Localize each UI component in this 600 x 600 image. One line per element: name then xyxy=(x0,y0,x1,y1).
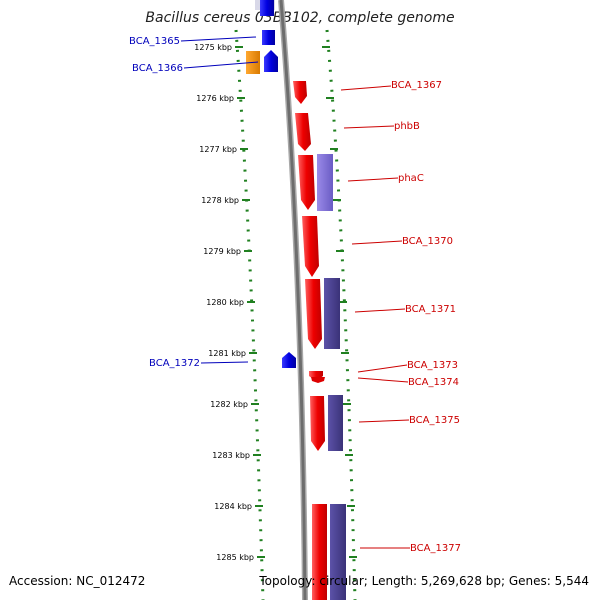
gene-purple-bca1377[interactable] xyxy=(330,504,346,600)
gene-label-phbb[interactable]: phbB xyxy=(394,121,420,132)
gene-bca1371[interactable] xyxy=(305,279,322,349)
gene-label-bca1375[interactable]: BCA_1375 xyxy=(409,415,460,426)
ruler-tick-label: 1285 kbp xyxy=(216,553,254,562)
ruler-left-dots xyxy=(234,29,265,600)
ruler-tick-label: 1283 kbp xyxy=(212,451,250,460)
gene-blue-top-2[interactable] xyxy=(262,30,275,45)
gene-label-bca1377[interactable]: BCA_1377 xyxy=(410,543,461,554)
ruler-tick-label: 1284 kbp xyxy=(214,502,252,511)
gene-phac[interactable] xyxy=(298,155,315,210)
right-label-lines xyxy=(340,85,410,549)
gene-label-bca1370[interactable]: BCA_1370 xyxy=(402,236,453,247)
genome-backbone-inner xyxy=(279,0,307,600)
gene-label-bca1367[interactable]: BCA_1367 xyxy=(391,80,442,91)
gene-bca1377[interactable] xyxy=(312,504,327,600)
gene-bca1374[interactable] xyxy=(311,377,325,383)
gene-label-bca1365[interactable]: BCA_1365 xyxy=(129,36,180,47)
ruler-tick-label: 1278 kbp xyxy=(201,196,239,205)
ruler-tick-label: 1280 kbp xyxy=(206,298,244,307)
genome-summary-text: Topology: circular; Length: 5,269,628 bp… xyxy=(259,574,589,588)
gene-bca1367[interactable] xyxy=(293,81,307,104)
ruler-tick-label: 1279 kbp xyxy=(203,247,241,256)
gene-tracks xyxy=(246,0,346,600)
gene-blue-bca1366[interactable] xyxy=(264,50,278,72)
gene-label-bca1371[interactable]: BCA_1371 xyxy=(405,304,456,315)
gene-label-bca1372[interactable]: BCA_1372 xyxy=(149,358,200,369)
left-label-lines xyxy=(180,36,259,364)
ruler-tick-label: 1282 kbp xyxy=(210,400,248,409)
gene-label-phac[interactable]: phaC xyxy=(398,173,424,184)
ruler-tick-label: 1277 kbp xyxy=(199,145,237,154)
ruler-tick-label: 1276 kbp xyxy=(196,94,234,103)
ruler-tick-label: 1281 kbp xyxy=(208,349,246,358)
gene-phbb[interactable] xyxy=(295,113,311,151)
gene-bca1375[interactable] xyxy=(310,396,325,451)
accession-text: Accession: NC_012472 xyxy=(9,574,146,588)
gene-label-bca1373[interactable]: BCA_1373 xyxy=(407,360,458,371)
gene-purple-phac[interactable] xyxy=(317,154,333,211)
gene-purple-bca1375[interactable] xyxy=(328,395,343,451)
gene-blue-top-1[interactable] xyxy=(260,0,274,16)
gene-label-bca1374[interactable]: BCA_1374 xyxy=(408,377,459,388)
gene-bca1370[interactable] xyxy=(302,216,319,277)
gene-label-bca1366[interactable]: BCA_1366 xyxy=(132,63,183,74)
gene-purple-bca1371[interactable] xyxy=(324,278,340,349)
gene-bca1372[interactable] xyxy=(282,352,296,368)
ruler-tick-label: 1275 kbp xyxy=(194,43,232,52)
map-title: Bacillus cereus 03BB102, complete genome xyxy=(145,10,455,26)
